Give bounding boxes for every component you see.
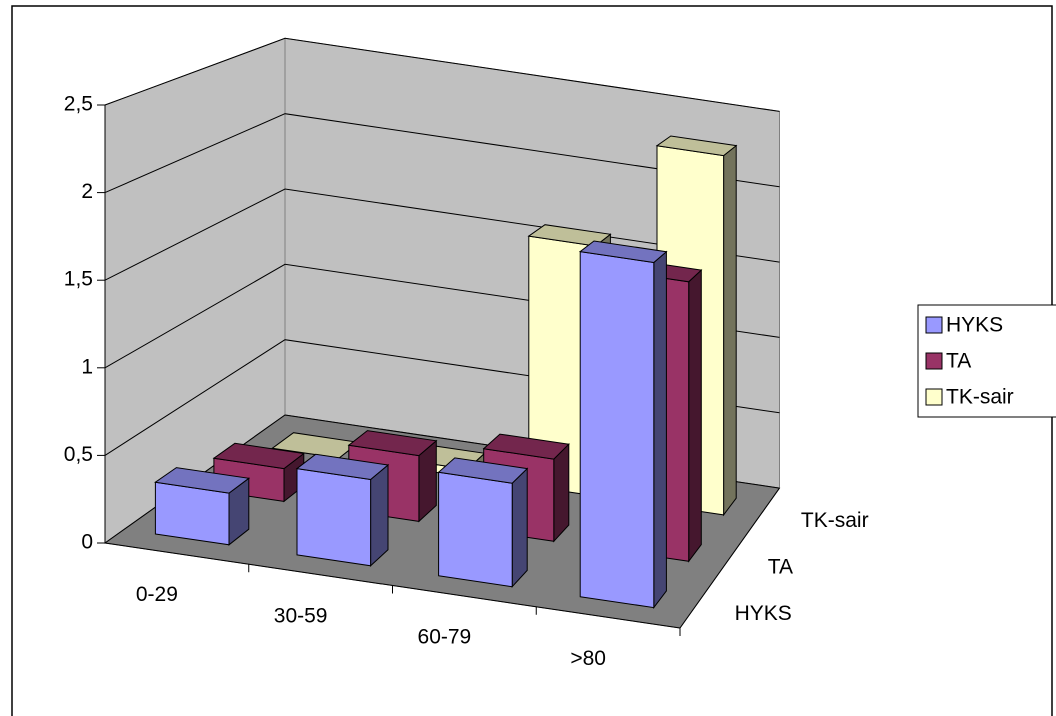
bar-right [688,268,702,563]
bar-front [296,468,372,567]
bar-right [511,467,528,588]
x-tick-label: 30-59 [274,604,328,627]
y-tick-label: 0 [81,531,93,554]
y-tick-label: 2 [81,180,93,203]
x-tick-label: 0-29 [136,583,178,606]
y-tick-label: 2,5 [64,93,93,116]
bar-right [553,442,570,543]
bar-right [653,250,667,610]
y-tick-label: 1,5 [64,268,93,291]
x-tick-label: >80 [570,647,606,670]
bar-top [347,430,438,457]
bar-top [154,467,251,494]
depth-tick-label: HYKS [735,602,792,625]
bar-top [482,433,570,460]
bar-top [578,240,668,264]
grid-line [104,37,780,112]
bar-front [438,471,513,588]
bar-right [370,463,389,567]
legend-label: TK-sair [946,386,1014,409]
bar-top [212,442,306,470]
y-tick-label: 1 [81,355,93,378]
depth-axis [679,487,780,629]
legend-label: HYKS [946,314,1003,337]
bar-top [437,457,529,484]
legend-swatch [925,352,943,370]
bar-top [527,224,612,247]
bar-top [655,135,738,157]
bar-front [579,251,655,609]
depth-tick-label: TK-sair [801,509,869,532]
grid-line [104,188,780,281]
legend-swatch [925,316,943,334]
depth-tick-label: TA [768,556,793,579]
y-tick-label: 0,5 [64,443,93,466]
x-tick-label: 60-79 [418,626,472,649]
bar-top [295,453,390,481]
legend-swatch [925,388,943,406]
legend-label: TA [946,350,971,373]
bar-right [723,144,737,517]
grid-line [104,113,780,194]
